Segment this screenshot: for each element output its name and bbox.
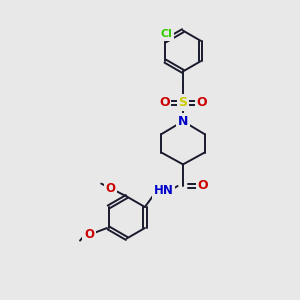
Text: O: O: [105, 182, 115, 195]
Text: HN: HN: [154, 184, 173, 197]
Text: S: S: [178, 96, 188, 109]
Text: Cl: Cl: [161, 29, 173, 39]
Text: N: N: [178, 115, 188, 128]
Text: O: O: [196, 96, 207, 109]
Text: O: O: [197, 179, 208, 193]
Text: O: O: [84, 228, 94, 241]
Text: O: O: [159, 96, 170, 109]
